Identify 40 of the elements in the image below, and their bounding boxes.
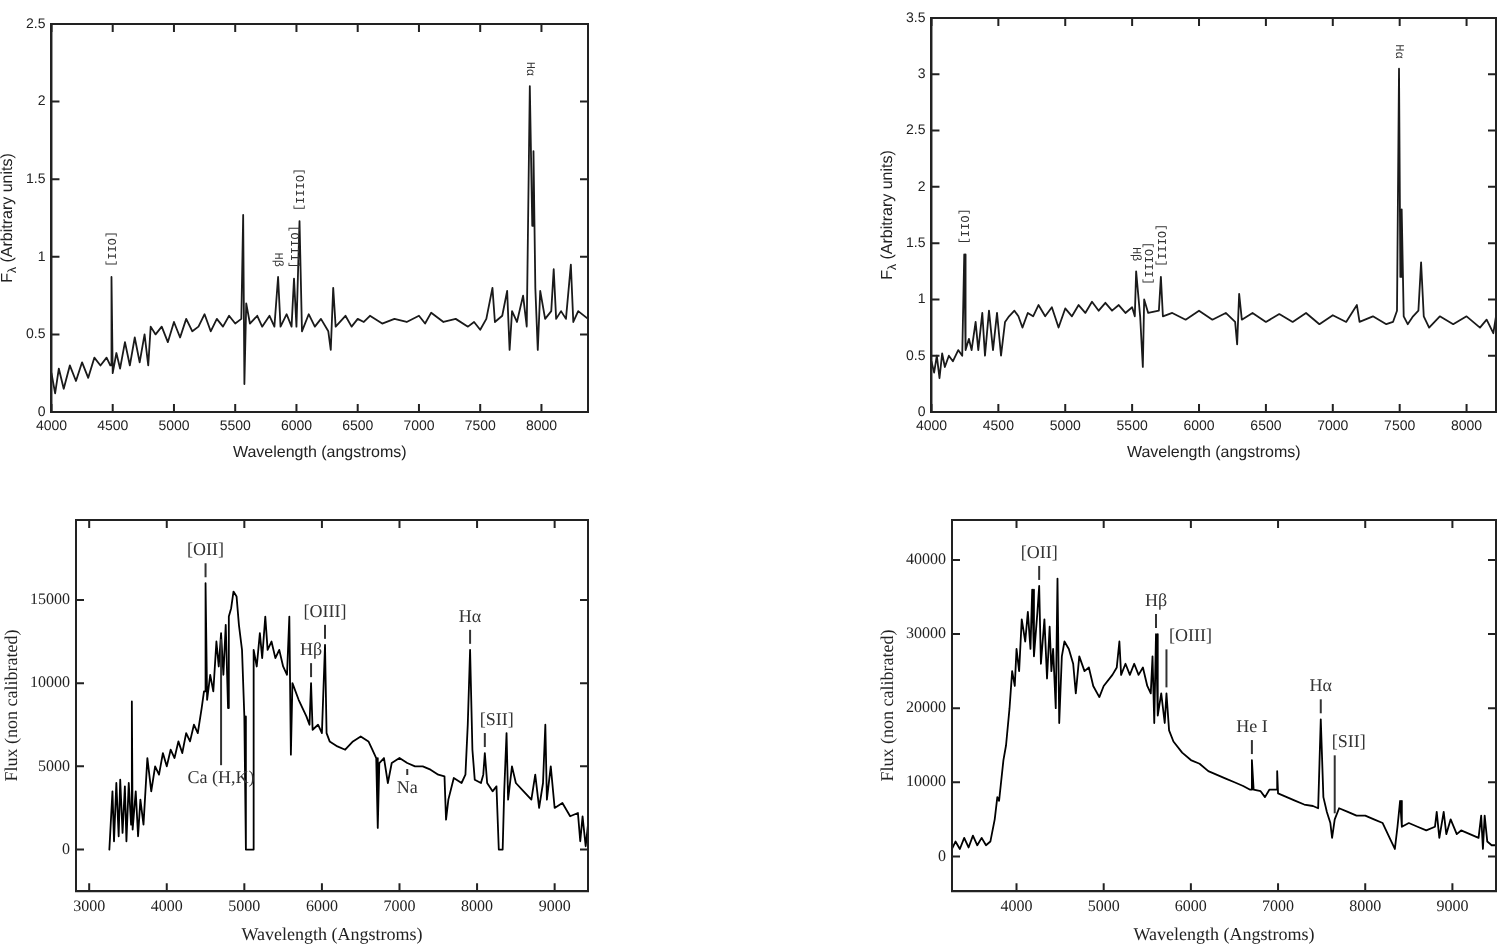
y-tick-label: 40000 xyxy=(906,550,946,569)
annotation: Hβ xyxy=(1144,589,1168,610)
annotation: Hα xyxy=(458,605,482,626)
y-tick-label: 15000 xyxy=(30,590,70,609)
y-axis-title: Flux (non calibrated) xyxy=(0,629,21,782)
y-tick-label: 30000 xyxy=(906,624,946,643)
x-tick-label: 9000 xyxy=(538,896,571,915)
x-tick-label: 6000 xyxy=(1174,896,1207,915)
y-axis-title: Flux (non calibrated) xyxy=(876,629,897,782)
annotation: Hβ xyxy=(299,638,323,659)
y-tick-label: 0 xyxy=(62,839,70,858)
x-tick-label: 3000 xyxy=(73,896,106,915)
annotation: Hα xyxy=(1309,675,1333,696)
annotation: [OIII] xyxy=(303,600,347,621)
x-axis-title: Wavelength (Angstroms) xyxy=(241,923,423,944)
y-tick-label: 10000 xyxy=(906,772,946,791)
annotation: [SII] xyxy=(479,708,514,729)
x-tick-label: 7000 xyxy=(1262,896,1295,915)
annotation: [OII] xyxy=(187,538,225,559)
y-tick-label: 0 xyxy=(938,846,946,865)
x-tick-label: 4000 xyxy=(150,896,183,915)
x-tick-label: 8000 xyxy=(461,896,494,915)
y-tick-label: 10000 xyxy=(30,673,70,692)
x-tick-label: 5000 xyxy=(1087,896,1120,915)
x-tick-label: 9000 xyxy=(1436,896,1469,915)
y-tick-label: 20000 xyxy=(906,698,946,717)
y-tick-label: 5000 xyxy=(38,756,70,775)
annotation: [SII] xyxy=(1331,731,1366,752)
x-axis-title: Wavelength (angstroms) xyxy=(232,442,408,461)
annotation: [OII] xyxy=(1020,541,1058,562)
x-tick-label: 5000 xyxy=(228,896,261,915)
x-tick-label: 7000 xyxy=(383,896,416,915)
x-tick-label: 4000 xyxy=(1000,896,1033,915)
x-tick-label: 8000 xyxy=(1349,896,1382,915)
annotation: [OIII] xyxy=(1168,625,1212,646)
x-axis-title: Wavelength (angstroms) xyxy=(1126,442,1302,461)
x-tick-label: 6000 xyxy=(305,896,338,915)
x-axis-title: Wavelength (Angstroms) xyxy=(1133,923,1315,944)
annotation: He I xyxy=(1236,715,1268,736)
annotation: Na xyxy=(396,776,418,797)
